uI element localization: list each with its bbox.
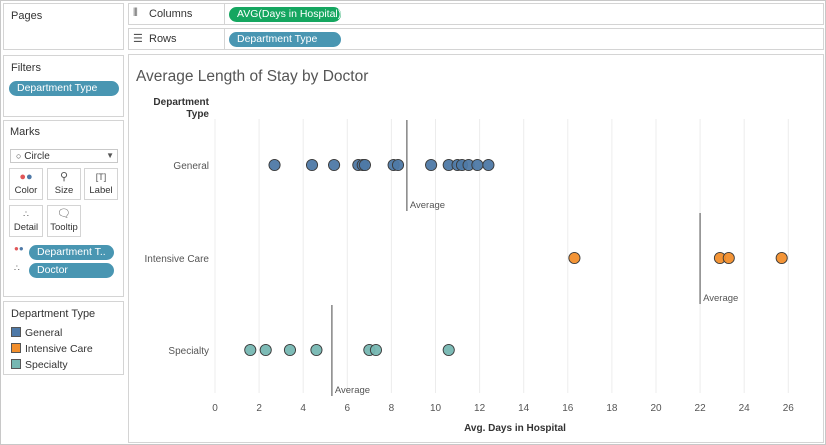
shelf-divider (224, 4, 225, 24)
x-tick-label: 6 (345, 403, 351, 414)
circle-mark-icon: ○ (16, 151, 22, 161)
legend-swatch (11, 343, 21, 353)
legend-item[interactable]: Intensive Care (11, 343, 93, 355)
data-point (722, 251, 735, 265)
average-reference-label: Average (703, 293, 738, 304)
tooltip-icon: 🗨 (57, 208, 71, 220)
x-tick-label: 2 (256, 403, 262, 414)
legend-label: General (25, 327, 63, 339)
data-point (358, 158, 371, 172)
marks-color-field-pill[interactable]: Department T.. (29, 245, 114, 260)
mark-type-dropdown[interactable]: ○ Circle ▼ (10, 149, 118, 163)
label-button[interactable]: [T] Label (84, 168, 118, 200)
data-point (259, 343, 272, 357)
size-button[interactable]: ⚲ Size (47, 168, 81, 200)
pages-title: Pages (11, 10, 43, 22)
row-label: Intensive Care (145, 254, 210, 265)
chevron-down-icon: ▼ (106, 151, 114, 160)
x-tick-label: 26 (783, 403, 795, 414)
rows-pill[interactable]: Department Type (229, 32, 341, 47)
x-tick-label: 4 (300, 403, 306, 414)
data-point (442, 343, 455, 357)
data-point (328, 158, 341, 172)
text-label-icon: [T] (95, 172, 107, 182)
detail-icon: ∴ (23, 209, 29, 219)
legend-item[interactable]: General (11, 327, 62, 339)
row-header-line-2: Type (186, 109, 209, 120)
chart-title: Average Length of Stay by Doctor (136, 68, 368, 85)
gridlines (214, 119, 789, 393)
columns-label: Columns (149, 8, 193, 20)
color-encoding-icon: ●● (14, 244, 24, 253)
x-tick-label: 22 (695, 403, 707, 414)
marks-title-text: Marks (10, 126, 40, 138)
marks (244, 158, 788, 357)
filters-panel: Filters Department Type (3, 55, 124, 117)
marks-detail-field-pill[interactable]: Doctor (29, 263, 114, 278)
mark-type-value: Circle (24, 151, 50, 162)
view-area (128, 54, 824, 443)
row-label: General (173, 161, 209, 172)
size-button-label: Size (54, 185, 74, 196)
data-point (425, 158, 438, 172)
label-button-label: Label (89, 185, 113, 196)
data-point (268, 158, 281, 172)
detail-button[interactable]: ∴ Detail (9, 205, 43, 237)
rows-icon: ☰ (133, 33, 143, 45)
average-reference-label: Average (410, 200, 445, 211)
data-point (568, 251, 581, 265)
pages-panel[interactable]: Pages (3, 3, 124, 50)
x-axis-title: Avg. Days in Hospital (464, 423, 566, 434)
average-reference-label: Average (335, 385, 370, 396)
row-header-line-1: Department (153, 97, 209, 108)
color-legend: Department Type General Intensive Care S… (3, 301, 124, 375)
columns-pill[interactable]: AVG(Days in Hospital) (229, 7, 341, 22)
x-tick-label: 14 (518, 403, 530, 414)
x-tick-label: 24 (739, 403, 751, 414)
x-tick-label: 0 (212, 403, 218, 414)
shelf-divider (224, 29, 225, 49)
detail-encoding-icon: ∴ (14, 263, 20, 273)
x-tick-label: 18 (606, 403, 618, 414)
reference-lines: Average Average Average (331, 120, 738, 396)
row-label: Specialty (168, 346, 209, 357)
filter-pill-department-type[interactable]: Department Type (9, 81, 119, 96)
tooltip-button-label: Tooltip (50, 222, 78, 233)
color-icon: ●● (19, 171, 33, 183)
data-point (471, 158, 484, 172)
data-point (369, 343, 383, 357)
legend-swatch (11, 359, 21, 369)
data-point (482, 158, 495, 172)
size-icon: ⚲ (59, 171, 69, 183)
x-axis: 0 2 4 6 8 10 12 14 16 18 20 22 24 26 (212, 403, 794, 414)
columns-icon: ⦀ (133, 7, 138, 19)
legend-label: Specialty (25, 359, 68, 371)
rows-shelf[interactable]: ☰ Rows Department Type (128, 28, 824, 50)
legend-label: Intensive Care (25, 343, 93, 355)
data-point (244, 343, 257, 357)
data-point (305, 158, 319, 172)
detail-button-label: Detail (13, 222, 39, 233)
data-point (310, 343, 323, 357)
legend-item[interactable]: Specialty (11, 359, 68, 371)
rows-label: Rows (149, 33, 177, 45)
x-tick-label: 16 (562, 403, 574, 414)
legend-swatch (11, 327, 21, 337)
x-tick-label: 12 (474, 403, 486, 414)
x-tick-label: 10 (430, 403, 442, 414)
x-tick-label: 8 (389, 403, 395, 414)
row-labels: General Intensive Care Specialty (145, 161, 210, 357)
data-point (775, 251, 788, 265)
columns-shelf[interactable]: ⦀ Columns AVG(Days in Hospital) (128, 3, 824, 25)
tooltip-button[interactable]: 🗨 Tooltip (47, 205, 81, 237)
data-point (391, 158, 405, 172)
data-point (283, 343, 297, 357)
color-button[interactable]: ●● Color (9, 168, 43, 200)
x-tick-label: 20 (650, 403, 662, 414)
legend-title: Department Type (11, 308, 96, 320)
color-button-label: Color (14, 185, 38, 196)
filters-title: Filters (11, 62, 41, 74)
